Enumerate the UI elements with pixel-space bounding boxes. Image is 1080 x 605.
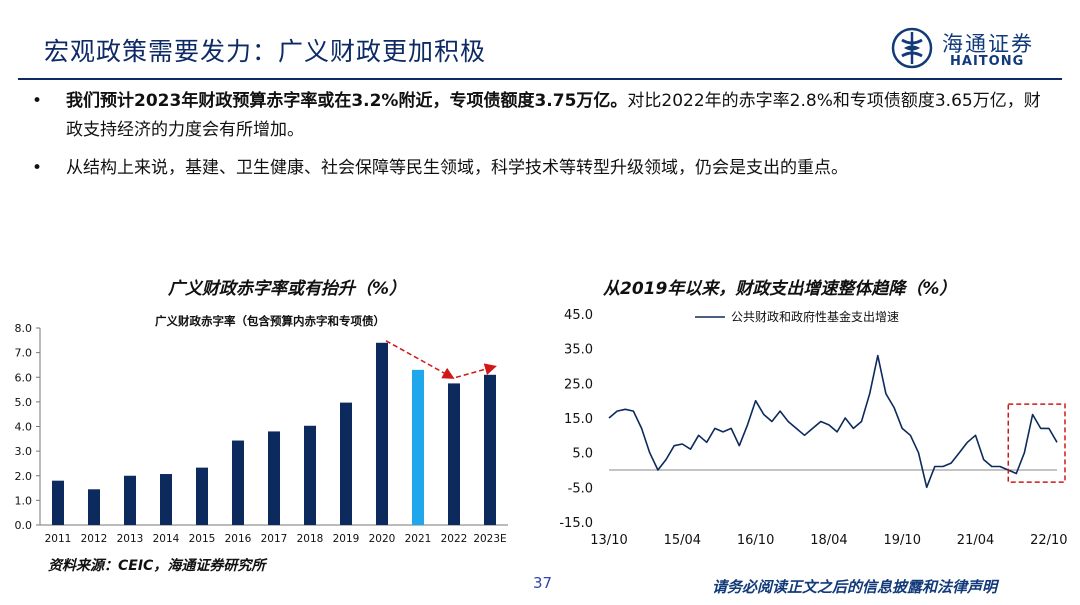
bar-2020 bbox=[376, 342, 388, 525]
bar-series-label: 广义财政赤字率（包含预算内赤字和专项债） bbox=[155, 314, 385, 328]
bar-2019 bbox=[340, 402, 352, 525]
line-x-tick-label: 16/10 bbox=[737, 533, 774, 548]
spending-growth-line-chart: 公共财政和政府性基金支出增速 45.0 35.0 25.0 15.0 5.0 -5.0 -15… bbox=[559, 308, 1067, 548]
bar-2012 bbox=[88, 489, 100, 525]
bar-x-tick-label: 2013 bbox=[117, 533, 144, 545]
bar-x-tick-label: 2012 bbox=[81, 533, 108, 545]
bar-y-tick-label: 4.0 bbox=[15, 421, 33, 434]
line-x-tick-label: 21/04 bbox=[957, 533, 994, 548]
bar-y-tick-label: 1.0 bbox=[15, 494, 33, 507]
line-x-tick-label: 13/10 bbox=[590, 533, 627, 548]
bar-x-tick-label: 2019 bbox=[333, 533, 360, 545]
line-x-tick-label: 15/04 bbox=[664, 533, 701, 548]
source-note: 资料来源：CEIC，海通证券研究所 bbox=[48, 558, 266, 574]
bullet-item-2: • 从结构上来说，基建、卫生健康、社会保障等民生领域，科学技术等转型升级领域，仍… bbox=[32, 154, 1042, 183]
bar-2023E bbox=[484, 374, 496, 525]
bullet-normal-text: 对比2022年的赤字率2.8%和专项债额度3.65万亿，财政支持经济的力度会有所… bbox=[66, 91, 1041, 140]
bullet-item-1: • 我们预计2023年财政预算赤字率或在3.2%附近，专项债额度3.75万亿。对… bbox=[32, 87, 1042, 145]
bar-x-tick-label: 2011 bbox=[45, 533, 72, 545]
line-y-tick-label: 35.0 bbox=[564, 343, 593, 358]
bullet-dot: • bbox=[32, 158, 43, 178]
haitong-logo: 海通证券 HAITONG bbox=[890, 26, 1050, 72]
trend-arrow-down bbox=[385, 340, 455, 379]
bar-x-tick-label: 2015 bbox=[189, 533, 216, 545]
line-x-tick-label: 18/04 bbox=[810, 533, 847, 548]
page-title: 宏观政策需要发力：广义财政更加积极 bbox=[44, 37, 487, 66]
bar-2011 bbox=[52, 480, 64, 525]
line-chart-title: 从2019年以来，财政支出增速整体趋降（%） bbox=[603, 279, 957, 299]
bullet-text: 从结构上来说，基建、卫生健康、社会保障等民生领域，科学技术等转型升级领域，仍会是… bbox=[66, 154, 1042, 183]
page-number: 37 bbox=[533, 574, 553, 592]
bar-y-tick-label: 8.0 bbox=[15, 322, 33, 335]
bar-y-tick-label: 6.0 bbox=[15, 371, 33, 384]
bar-2015 bbox=[196, 467, 208, 525]
bullet-normal-text: 从结构上来说，基建、卫生健康、社会保障等民生领域，科学技术等转型升级领域，仍会是… bbox=[66, 158, 848, 178]
bar-2022 bbox=[448, 383, 460, 525]
line-y-tick-label: 45.0 bbox=[564, 308, 593, 323]
line-y-tick-label: 25.0 bbox=[564, 377, 593, 392]
line-x-tick-label: 19/10 bbox=[884, 533, 921, 548]
bar-x-tick-label: 2023E bbox=[473, 533, 506, 545]
line-y-tick-label: -15.0 bbox=[559, 516, 593, 531]
bar-y-tick-label: 2.0 bbox=[15, 470, 33, 483]
bar-2016 bbox=[232, 440, 244, 525]
bar-y-tick-label: 3.0 bbox=[15, 445, 33, 458]
bar-2021 bbox=[412, 369, 424, 525]
bar-x-tick-label: 2018 bbox=[297, 533, 324, 545]
bar-x-tick-label: 2016 bbox=[225, 533, 252, 545]
logo-chinese-name: 海通证券 bbox=[942, 32, 1034, 56]
logo-english-name: HAITONG bbox=[950, 54, 1025, 69]
bar-x-tick-label: 2021 bbox=[405, 533, 432, 545]
line-y-tick-label: 15.0 bbox=[564, 412, 593, 427]
spending-growth-series-line bbox=[608, 354, 1058, 489]
trend-arrow-up bbox=[455, 363, 497, 379]
line-x-tick-label: 22/10 bbox=[1030, 533, 1067, 548]
bar-2017 bbox=[268, 431, 280, 525]
bar-y-tick-label: 5.0 bbox=[15, 396, 33, 409]
header-divider bbox=[18, 78, 1062, 80]
bar-y-tick-label: 0.0 bbox=[15, 519, 33, 532]
line-y-tick-label: -5.0 bbox=[568, 481, 593, 496]
bullet-text: 我们预计2023年财政预算赤字率或在3.2%附近，专项债额度3.75万亿。对比2… bbox=[66, 87, 1042, 145]
bar-x-tick-label: 2020 bbox=[369, 533, 396, 545]
haitong-logo-mark bbox=[891, 27, 933, 69]
bullet-bold-text: 我们预计2023年财政预算赤字率或在3.2%附近，专项债额度3.75万亿。 bbox=[66, 91, 628, 111]
bar-chart-title: 广义财政赤字率或有抬升（%） bbox=[168, 279, 407, 299]
line-y-tick-label: 5.0 bbox=[572, 447, 593, 462]
legal-disclaimer-link[interactable]: 请务必阅读正文之后的信息披露和法律声明 bbox=[712, 578, 998, 596]
bar-y-tick-label: 7.0 bbox=[15, 347, 33, 360]
highlight-box-2022 bbox=[1007, 403, 1066, 483]
legend-label: 公共财政和政府性基金支出增速 bbox=[731, 309, 899, 324]
bar-x-tick-label: 2014 bbox=[153, 533, 180, 545]
deficit-bar-chart: 广义财政赤字率（包含预算内赤字和专项债） 8.0 7.0 6.0 5.0 4.0 3.0 2.… bbox=[15, 314, 508, 545]
bar-2013 bbox=[124, 475, 136, 525]
bar-2018 bbox=[304, 425, 316, 525]
bar-x-tick-label: 2017 bbox=[261, 533, 288, 545]
bullet-dot: • bbox=[32, 91, 43, 111]
bar-2014 bbox=[160, 474, 172, 525]
bar-x-tick-label: 2022 bbox=[441, 533, 468, 545]
